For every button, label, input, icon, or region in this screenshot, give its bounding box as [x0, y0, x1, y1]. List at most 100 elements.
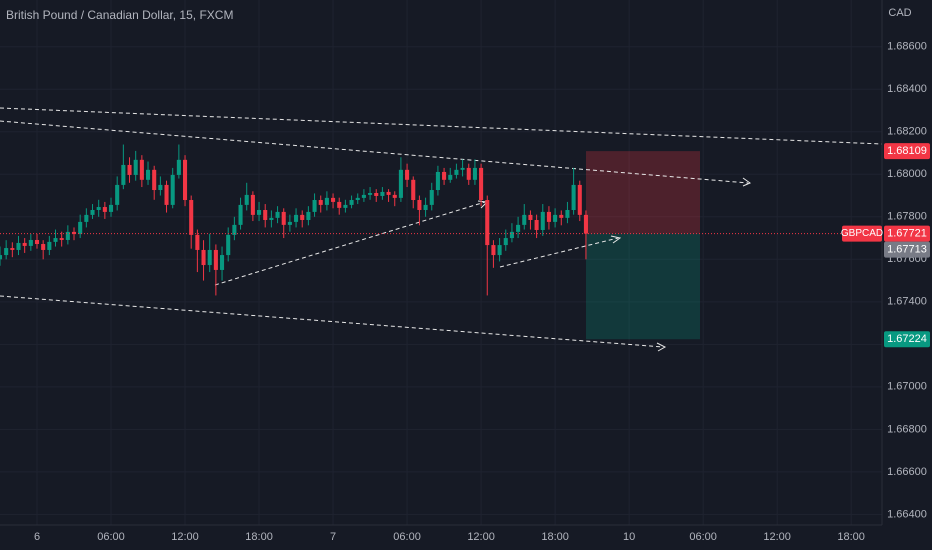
candle-body [84, 214, 89, 222]
candle-body [577, 184, 582, 215]
candle-body [411, 179, 416, 201]
candle-body [361, 194, 366, 198]
x-tick-label: 06:00 [393, 531, 421, 543]
x-tick-label: 18:00 [245, 531, 273, 543]
candle-body [189, 200, 194, 235]
candle-body [509, 231, 514, 239]
candle-body [312, 200, 317, 212]
candle-body [343, 204, 348, 208]
y-tick-label: 1.68400 [887, 83, 927, 95]
trend-line [0, 120, 749, 184]
y-tick-label: 1.67800 [887, 211, 927, 223]
candle-body [392, 194, 397, 198]
candle-body [516, 224, 521, 232]
candle-body [331, 197, 336, 202]
drawings [0, 107, 883, 352]
candle-body [133, 159, 138, 175]
arrow-head [656, 342, 667, 352]
trend-line [214, 201, 486, 286]
candle-body [528, 214, 533, 220]
arrow-head [610, 235, 622, 244]
candle-body [34, 239, 40, 245]
x-tick-label: 12:00 [171, 531, 199, 543]
candle-body [238, 204, 243, 225]
candle-body [398, 169, 403, 198]
candle-body [355, 197, 360, 201]
target-zone [586, 233, 700, 340]
y-tick-label: 1.66600 [887, 466, 927, 478]
candle-body [503, 238, 508, 246]
chart-title: British Pound / Canadian Dollar, 15, FXC… [6, 8, 233, 22]
candle-body [127, 164, 132, 175]
candle-body [195, 234, 200, 250]
candle-body [583, 214, 588, 234]
candle-body [213, 249, 218, 270]
candle-body [170, 174, 175, 205]
bid-price-label-bg [884, 241, 930, 258]
candle-body [108, 204, 114, 212]
candle-body [460, 167, 465, 170]
candle-body [22, 242, 27, 246]
x-tick-label: 6 [34, 531, 40, 543]
stop-zone [586, 151, 700, 234]
candle-body [139, 159, 144, 180]
candle-body [454, 169, 459, 175]
trend-line [0, 107, 883, 145]
candle-body [257, 210, 262, 215]
candle-body [386, 191, 391, 195]
candle-body [380, 191, 385, 196]
candle-body [466, 167, 471, 180]
stop-price-label: 1.68109 [887, 145, 927, 157]
candle-body [59, 238, 64, 240]
last-price-label-bg [884, 225, 930, 242]
candle-body [497, 245, 502, 256]
trend-line [0, 295, 664, 348]
candle-body [423, 204, 428, 210]
bid-price-label: 1.67713 [887, 243, 927, 255]
candle-body [485, 200, 490, 246]
candle-body [349, 200, 354, 205]
candle-body [115, 184, 120, 205]
arrow-head [742, 177, 752, 187]
candle-body [220, 255, 225, 270]
candle-body [164, 184, 169, 205]
candle-body [546, 211, 551, 222]
candle-body [324, 197, 329, 205]
y-tick-label: 1.67000 [887, 381, 927, 393]
stop-price-label-bg [884, 143, 930, 160]
candle-body [275, 211, 280, 218]
x-tick-label: 18:00 [837, 531, 865, 543]
symbol-tag-bg [842, 225, 882, 242]
plot-area [0, 0, 882, 525]
candle-body [287, 221, 292, 225]
candle-body [263, 210, 268, 220]
candle-body [553, 214, 558, 222]
candle-body [300, 214, 305, 220]
candle-body [96, 207, 101, 210]
y-tick-label: 1.66400 [887, 508, 927, 520]
candle-body [368, 192, 373, 195]
target-price-label: 1.67224 [887, 333, 927, 345]
symbol-tag: GBPCAD [841, 228, 883, 239]
candle-body [158, 184, 163, 191]
candle-body [281, 211, 286, 225]
candle-body [571, 184, 576, 210]
candle-body [491, 245, 496, 256]
y-tick-label: 1.68200 [887, 126, 927, 138]
candle-body [16, 242, 21, 250]
candle-body [47, 241, 52, 250]
target-price-label-bg [884, 331, 930, 348]
candle-body [534, 219, 539, 230]
candle-body [207, 249, 212, 266]
candle-body [479, 167, 484, 201]
trend-line [499, 237, 619, 268]
x-tick-label: 06:00 [689, 531, 717, 543]
candle-body [41, 244, 46, 250]
candle-body [472, 167, 477, 180]
candle-body [145, 169, 151, 180]
candle-body [176, 159, 181, 175]
candle-body [374, 192, 379, 196]
candle-body [565, 210, 570, 218]
x-tick-label: 12:00 [467, 531, 495, 543]
